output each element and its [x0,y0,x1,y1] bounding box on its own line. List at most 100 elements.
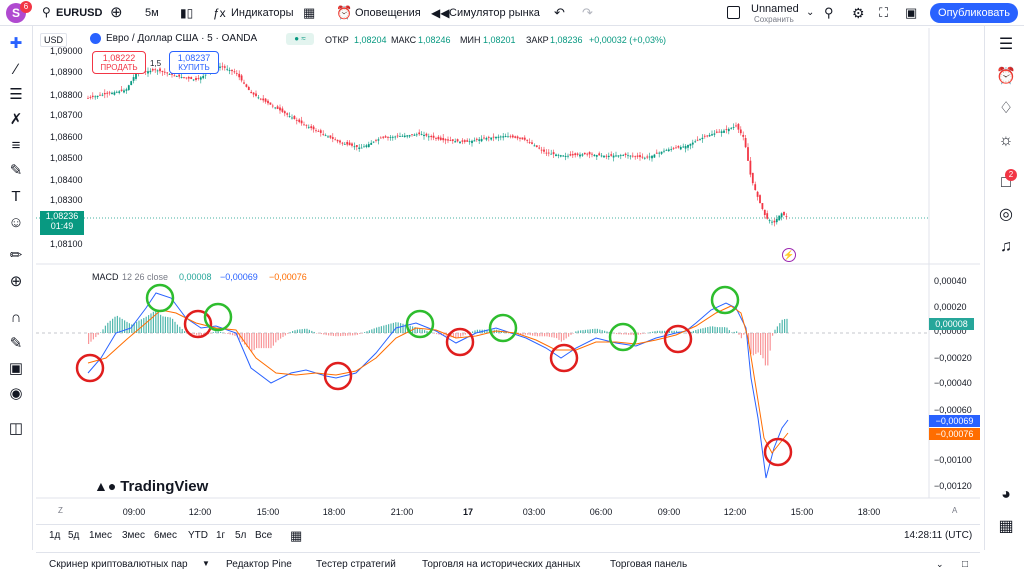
replay-button[interactable]: Симулятор рынка [449,7,540,19]
layers-icon[interactable]: ♢ [998,100,1014,117]
alerts-button[interactable]: Оповещения [355,7,421,19]
chevron-down-icon[interactable]: ▼ [202,559,210,568]
symbol-title[interactable]: Евро / Доллар США · 5 · OANDA [106,33,258,44]
camera-icon[interactable]: ▣ [905,5,918,20]
maximize-icon[interactable]: □ [962,559,969,570]
macd-name[interactable]: MACD [92,272,119,282]
ideas-icon[interactable]: ☼ [998,132,1014,149]
trash-icon[interactable]: ◫ [8,420,24,437]
tab-strategy-tester[interactable]: Тестер стратегий [316,559,396,570]
sell-button[interactable]: 1,08222 ПРОДАТЬ [92,51,146,74]
macd-hist-bar [246,333,248,347]
alarm-icon[interactable]: ⏰ [996,68,1016,85]
time-axis-right-label[interactable]: A [952,506,958,515]
macd-hist-bar [181,328,183,333]
red-annotation-circle[interactable] [549,343,579,373]
green-annotation-circle[interactable] [710,285,740,315]
fullscreen-icon[interactable]: ⛶ [879,5,889,20]
alert-icon[interactable]: ⏰ [336,5,353,20]
quick-search-icon[interactable]: ⚲ [824,5,834,20]
layout-checkbox[interactable] [727,6,740,19]
red-annotation-circle[interactable] [763,437,793,467]
range-button[interactable]: 3мес [122,530,145,541]
green-annotation-circle[interactable] [488,313,518,343]
lock-drawing-icon[interactable]: ✎ [9,335,23,352]
indicators-icon[interactable]: ƒx [213,6,226,20]
chevron-down-icon[interactable]: ⌄ [806,7,815,18]
red-annotation-circle[interactable] [183,309,213,339]
currency-label[interactable]: USD [40,33,68,47]
tab-crypto-screener[interactable]: Скринер криптовалютных пар [49,559,188,570]
red-annotation-circle[interactable] [445,327,475,357]
candle-body [202,75,205,79]
candle-body [420,134,423,135]
candle-body [199,77,202,80]
candles-icon[interactable]: ▮▯ [180,6,194,20]
green-annotation-circle[interactable] [405,309,435,339]
range-button[interactable]: 5д [68,530,80,541]
notifications-icon[interactable]: ♫ [1000,238,1012,255]
range-button[interactable]: 1г [216,530,226,541]
fib-icon[interactable]: ☰ [9,86,23,103]
watchlist-icon[interactable]: ☰ [998,36,1014,53]
calendar-icon[interactable]: ▦ [998,518,1014,535]
red-annotation-circle[interactable] [663,324,693,354]
text-icon[interactable]: T [11,188,21,205]
layout-name[interactable]: Unnamed [751,3,799,15]
trend-line-icon[interactable]: ∕ [14,61,18,78]
lock-icon[interactable]: ▣ [8,360,24,377]
range-button[interactable]: 1мес [89,530,112,541]
interval-button[interactable]: 5м [145,7,159,19]
eye-icon[interactable]: ◉ [9,385,23,402]
chat-icon[interactable]: □ [1001,174,1011,191]
broadcast-icon[interactable]: ◎ [999,206,1013,223]
buy-button[interactable]: 1,08237 КУПИТЬ [169,51,219,74]
redo-icon[interactable]: ↷ [582,5,593,20]
layouts-icon[interactable]: ▦ [303,5,316,20]
tab-trading-panel[interactable]: Торговая панель [610,559,688,570]
clock[interactable]: 14:28:11 (UTC) [904,530,973,541]
speedometer-icon[interactable]: ◕ [1001,486,1011,503]
goto-date-icon[interactable]: ▦ [290,528,303,543]
chart-area[interactable]: 1,09000 1,08900 1,08800 1,08700 1,08600 1,085… [36,28,980,522]
range-button[interactable]: Все [255,530,273,541]
range-button[interactable]: 1д [49,530,61,541]
macd-hist-bar [596,328,598,333]
macd-hist-bar [505,332,507,333]
red-annotation-circle[interactable] [323,361,353,391]
macd-hist-bar [97,333,99,335]
indicators-button[interactable]: Индикаторы [231,7,294,19]
brush-icon[interactable]: ✎ [9,162,23,179]
candle-body [497,136,500,138]
add-symbol-icon[interactable]: ⊕ [110,4,123,21]
zoom-icon[interactable]: ⊕ [9,273,23,290]
magnet-icon[interactable]: ∩ [10,309,22,326]
ruler-icon[interactable]: ✏ [9,247,23,264]
crosshair-icon[interactable]: ✚ [9,35,23,52]
publish-button[interactable]: Опубликовать [930,3,1018,23]
range-button[interactable]: YTD [188,530,208,541]
projection-icon[interactable]: ≡ [11,137,21,154]
range-button[interactable]: 5л [235,530,247,541]
close-label: ЗАКР [526,35,549,45]
pattern-icon[interactable]: ✗ [9,111,23,128]
lightning-icon[interactable]: ⚡ [782,248,796,262]
undo-icon[interactable]: ↶ [554,5,565,20]
search-icon[interactable]: ⚲ [42,5,51,19]
emoji-icon[interactable]: ☺ [8,214,24,231]
tab-replay-trading[interactable]: Торговля на исторических данных [422,559,581,570]
tab-pine-editor[interactable]: Редактор Pine [226,559,292,570]
red-annotation-circle[interactable] [75,353,105,383]
green-annotation-circle[interactable] [608,322,638,352]
collapse-icon[interactable]: ⌄ [936,559,944,569]
range-button[interactable]: 6мес [154,530,177,541]
candle-body [735,125,737,127]
macd-hist-bar [356,333,358,335]
replay-icon[interactable]: ◀◀ [431,6,450,20]
symbol-search[interactable]: EURUSD [56,7,103,19]
settings-icon[interactable]: ⚙ [852,5,865,21]
green-annotation-circle[interactable] [203,302,233,332]
macd-hist-bar [671,330,673,333]
green-annotation-circle[interactable] [145,283,175,313]
macd-hist-bar [592,329,594,333]
